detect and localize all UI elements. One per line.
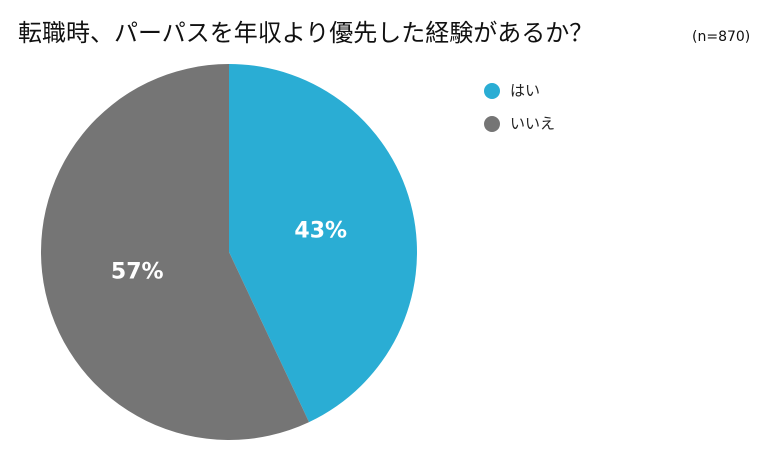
- legend-label: はい: [510, 82, 540, 100]
- legend-marker: [484, 83, 500, 99]
- chart-title: 転職時、パーパスを年収より優先した経験があるか？: [18, 19, 593, 47]
- chart-subtitle: (n=870): [692, 29, 750, 45]
- value-label: 43%: [294, 218, 347, 243]
- value-label: 57%: [111, 260, 164, 285]
- pie-slice: [229, 64, 417, 423]
- pie-slice: [40, 64, 310, 440]
- legend-label: いいえ: [510, 115, 555, 133]
- legend-marker: [484, 116, 500, 132]
